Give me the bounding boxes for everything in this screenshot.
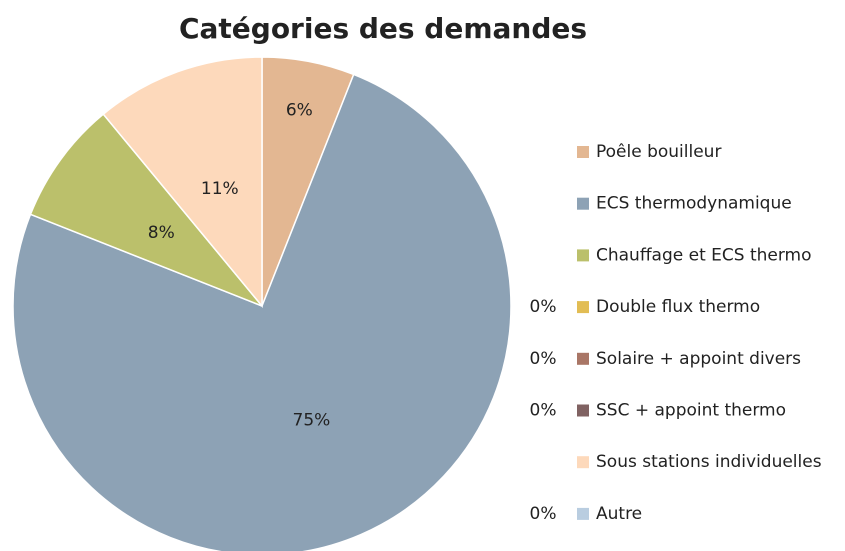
legend-label: Poêle bouilleur: [596, 142, 721, 162]
legend-swatch: [577, 456, 589, 469]
slice-label: 75%: [293, 410, 331, 430]
slice-label: 0%: [530, 401, 557, 421]
chart-title: Catégories des demandes: [179, 12, 587, 45]
legend-label: Double flux thermo: [596, 297, 760, 317]
legend-label: ECS thermodynamique: [596, 194, 792, 214]
pie-slice: [29, 113, 263, 307]
legend-swatch: [577, 507, 589, 520]
slice-label: 8%: [148, 223, 175, 243]
legend-swatch: [577, 404, 589, 417]
legend-label: SSC + appoint thermo: [596, 401, 786, 421]
legend-swatch: [577, 197, 589, 210]
legend-swatch: [577, 146, 589, 158]
slice-label: 11%: [201, 179, 239, 199]
slice-label: 0%: [530, 349, 557, 369]
pie-slice: [12, 73, 512, 551]
slice-label: 6%: [286, 100, 313, 120]
legend-swatch: [577, 249, 589, 262]
legend-label: Solaire + appoint divers: [596, 349, 801, 369]
pie-slice: [102, 56, 263, 309]
slice-label: 0%: [530, 297, 557, 317]
slice-label: 0%: [530, 504, 557, 524]
legend-swatch: [577, 301, 589, 314]
legend-label: Chauffage et ECS thermo: [596, 245, 812, 265]
legend-label: Autre: [596, 504, 642, 524]
legend-label: Sous stations individuelles: [596, 452, 822, 472]
legend-swatch: [577, 352, 589, 365]
